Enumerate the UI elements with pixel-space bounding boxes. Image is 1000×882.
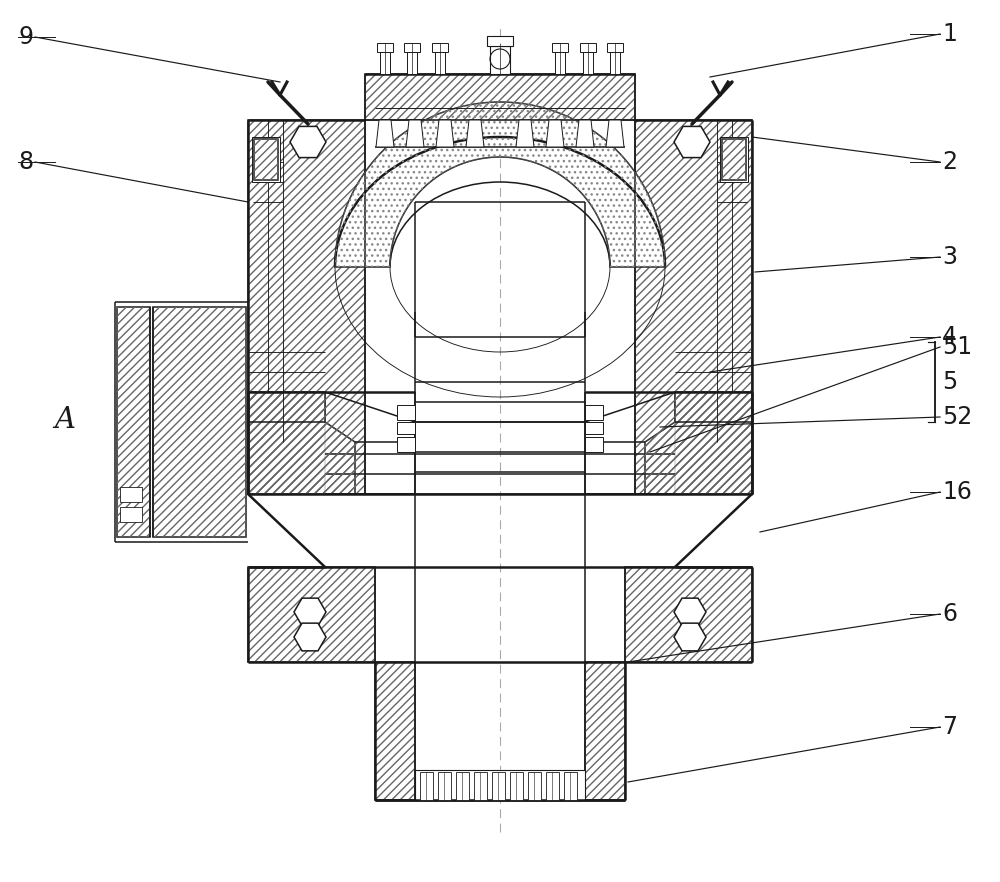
Bar (397, 405, 415, 420)
Polygon shape (153, 307, 246, 537)
Bar (407, 52, 417, 74)
Bar (120, 487, 142, 502)
Bar (404, 43, 420, 52)
Polygon shape (376, 120, 394, 147)
Text: 9: 9 (18, 25, 33, 49)
Polygon shape (645, 392, 752, 494)
Bar (474, 772, 487, 800)
Polygon shape (117, 307, 150, 537)
Bar (585, 405, 603, 420)
Bar (580, 43, 596, 52)
Bar (720, 137, 748, 182)
Text: 4: 4 (942, 325, 957, 349)
Polygon shape (248, 120, 365, 494)
Polygon shape (635, 120, 752, 494)
Bar (397, 422, 415, 434)
Polygon shape (248, 392, 325, 494)
Bar (492, 43, 508, 52)
Text: 52: 52 (942, 405, 972, 429)
Bar (456, 772, 469, 800)
Bar (252, 137, 280, 182)
Polygon shape (674, 126, 710, 158)
Polygon shape (335, 102, 665, 267)
Bar (415, 770, 585, 800)
Polygon shape (294, 598, 326, 626)
Text: 51: 51 (942, 335, 972, 359)
Polygon shape (516, 120, 534, 147)
Polygon shape (248, 392, 355, 494)
Bar (397, 437, 415, 452)
Bar (555, 52, 565, 74)
Bar (432, 43, 448, 52)
Text: 5: 5 (942, 370, 957, 394)
Bar (552, 43, 568, 52)
Text: 6: 6 (942, 602, 957, 626)
Polygon shape (436, 120, 454, 147)
Text: A: A (54, 406, 76, 434)
Bar (564, 772, 577, 800)
Polygon shape (375, 662, 415, 800)
Polygon shape (722, 139, 746, 180)
Polygon shape (365, 74, 635, 120)
Text: 3: 3 (942, 245, 957, 269)
Polygon shape (625, 567, 752, 662)
Bar (607, 43, 623, 52)
Polygon shape (294, 624, 326, 651)
Bar (492, 772, 505, 800)
Polygon shape (406, 120, 424, 147)
Bar (490, 46, 510, 74)
Polygon shape (585, 662, 625, 800)
Text: 16: 16 (942, 480, 972, 504)
Text: 8: 8 (18, 150, 33, 174)
Polygon shape (546, 120, 564, 147)
Polygon shape (674, 598, 706, 626)
Text: 1: 1 (942, 22, 957, 46)
Bar (583, 52, 593, 74)
Bar (585, 437, 603, 452)
Bar (546, 772, 559, 800)
Bar (435, 52, 445, 74)
Text: 7: 7 (942, 715, 957, 739)
Polygon shape (290, 126, 326, 158)
Text: 2: 2 (942, 150, 957, 174)
Bar (420, 772, 433, 800)
Bar (585, 422, 603, 434)
Bar (610, 52, 620, 74)
Bar (528, 772, 541, 800)
Polygon shape (466, 120, 484, 147)
Polygon shape (576, 120, 594, 147)
Bar (495, 52, 505, 74)
Bar (380, 52, 390, 74)
Bar (487, 36, 513, 46)
Bar (510, 772, 523, 800)
Polygon shape (674, 624, 706, 651)
Bar (438, 772, 451, 800)
Bar (377, 43, 393, 52)
Bar (120, 507, 142, 522)
Polygon shape (248, 567, 375, 662)
Polygon shape (254, 139, 278, 180)
Polygon shape (606, 120, 624, 147)
Polygon shape (675, 392, 752, 494)
